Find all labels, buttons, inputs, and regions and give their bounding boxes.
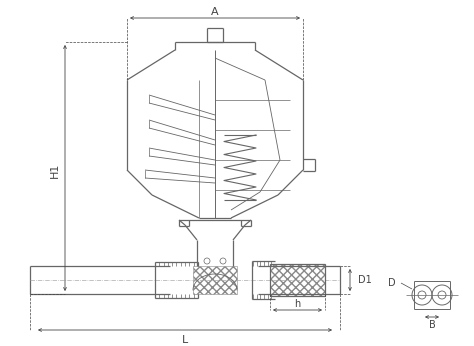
Bar <box>270 264 325 296</box>
Text: A: A <box>211 7 219 17</box>
Bar <box>193 266 237 294</box>
Text: L: L <box>182 335 188 345</box>
Text: D: D <box>388 278 396 288</box>
Text: D1: D1 <box>358 275 372 285</box>
Text: h: h <box>294 299 300 309</box>
Text: H1: H1 <box>50 162 60 178</box>
Text: B: B <box>428 320 436 330</box>
